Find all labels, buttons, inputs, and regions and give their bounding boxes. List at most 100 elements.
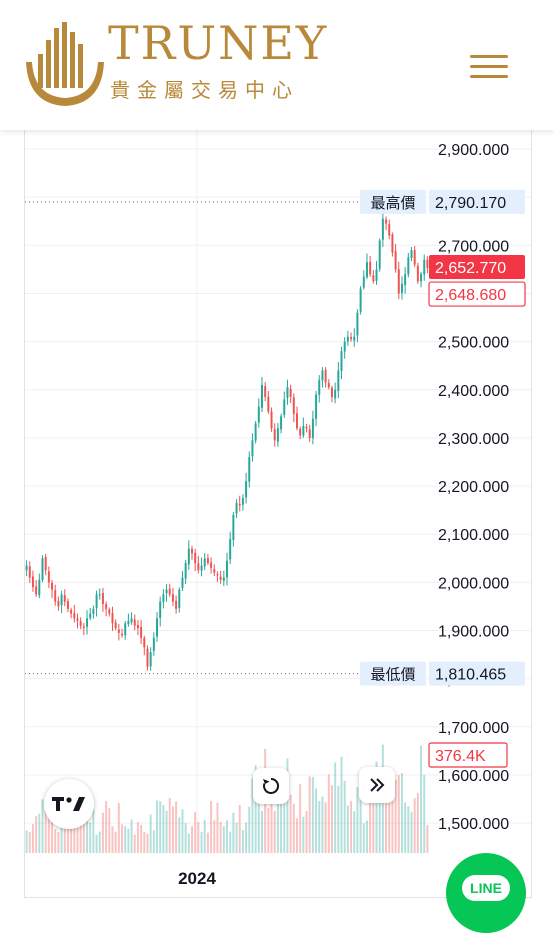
candle-body	[47, 571, 50, 583]
volume-bar	[235, 822, 238, 853]
scroll-to-latest-button[interactable]	[359, 767, 395, 803]
volume-bar	[216, 802, 219, 853]
volume-bar	[241, 829, 244, 853]
candle-body	[318, 380, 321, 395]
candle-body	[79, 621, 82, 626]
candle-body	[273, 429, 276, 441]
candle-body	[261, 384, 263, 408]
y-axis-tick-label: 1,900.000	[438, 624, 509, 641]
reset-chart-button[interactable]	[253, 768, 289, 804]
hamburger-menu-icon[interactable]	[468, 52, 510, 82]
candle-body	[175, 600, 178, 609]
volume-bar	[203, 819, 206, 853]
chart-canvas[interactable]: 2,900.0002,800.0002,700.0002,600.0002,50…	[25, 130, 531, 897]
volume-bar	[359, 789, 362, 853]
volume-bar	[232, 812, 235, 853]
candle-body	[400, 283, 403, 293]
volume-bar	[165, 810, 168, 853]
price-axis: 2,900.0002,800.0002,700.0002,600.0002,50…	[438, 142, 509, 833]
volume-bar	[35, 816, 38, 853]
candle-body	[299, 428, 302, 436]
volume-bar	[385, 775, 388, 853]
candle-body	[340, 351, 343, 372]
candle-body	[219, 576, 222, 580]
candle-body	[337, 370, 340, 391]
candle-body	[121, 633, 124, 636]
candle-body	[181, 577, 184, 589]
candle-body	[152, 637, 155, 651]
volume-bar	[270, 781, 273, 853]
volume-bar	[171, 806, 174, 853]
volume-bar	[111, 826, 114, 853]
volume-bar	[105, 800, 108, 853]
candle-body	[159, 601, 162, 618]
volume-bar	[187, 833, 190, 853]
volume-bar	[200, 831, 203, 853]
volume-bar	[407, 806, 410, 853]
double-chevron-right-icon	[370, 778, 385, 792]
candle-body	[257, 406, 260, 423]
volume-bar	[44, 798, 47, 853]
candle-body	[280, 416, 283, 430]
volume-bar	[73, 818, 76, 853]
volume-bar	[365, 820, 368, 853]
prev-close-label: 2,648.680	[435, 287, 506, 304]
high-label: 最高價	[370, 194, 415, 212]
tradingview-logo-icon[interactable]	[44, 779, 94, 829]
candle-body	[54, 590, 57, 602]
volume-bar	[133, 834, 136, 853]
candle-body	[264, 386, 267, 397]
candle-body	[210, 562, 213, 568]
candle-body	[248, 457, 251, 482]
volume-bar	[423, 774, 426, 853]
candle-body	[343, 341, 346, 352]
volume-bar	[197, 821, 200, 853]
volume-bar	[136, 822, 139, 853]
line-chat-button[interactable]: LINE	[446, 853, 526, 933]
candle-body	[251, 440, 254, 457]
candle-body	[57, 600, 60, 607]
prev-close-box	[428, 281, 526, 307]
candle-body	[213, 569, 216, 573]
candle-body	[31, 576, 34, 588]
price-chart[interactable]: 2,900.0002,800.0002,700.0002,600.0002,50…	[24, 130, 532, 898]
volume-bar	[146, 833, 149, 853]
volume-bar	[289, 794, 292, 853]
volume-bar	[340, 756, 343, 853]
volume-bar	[178, 817, 181, 853]
y-axis-tick-label: 2,200.000	[438, 479, 509, 496]
candle-body	[130, 618, 133, 623]
candle-body	[356, 312, 359, 336]
y-axis-tick-label: 2,900.000	[438, 142, 509, 159]
volume-bar	[302, 816, 305, 853]
candle-body	[108, 609, 111, 614]
candle-body	[238, 503, 241, 506]
volume-bar	[391, 773, 394, 853]
candle-body	[105, 604, 108, 609]
candle-body	[124, 623, 127, 636]
volume-bar	[251, 778, 254, 853]
candle-body	[114, 622, 117, 629]
volume-bar	[226, 820, 228, 853]
candle-body	[410, 250, 413, 259]
last-price-label: 2,652.770	[435, 260, 506, 277]
volume-bar	[254, 765, 257, 853]
volume-bar	[334, 762, 337, 853]
reset-rotate-icon	[263, 777, 280, 794]
volume-bar	[324, 802, 327, 853]
volume-bar	[375, 761, 378, 853]
candle-body	[184, 563, 187, 579]
volume-value-box	[428, 742, 508, 768]
y-axis-tick-label: 2,500.000	[438, 335, 509, 352]
volume-bar	[308, 776, 311, 853]
candle-body	[168, 588, 171, 595]
candle-body	[191, 548, 193, 554]
candle-body	[60, 594, 63, 606]
candle-body	[334, 389, 337, 399]
volume-value-label: 376.4K	[435, 748, 486, 765]
line-label: LINE	[462, 875, 510, 901]
candle-body	[308, 429, 311, 438]
candle-body	[101, 592, 104, 605]
candle-body	[381, 218, 384, 240]
volume-bar	[25, 830, 28, 853]
